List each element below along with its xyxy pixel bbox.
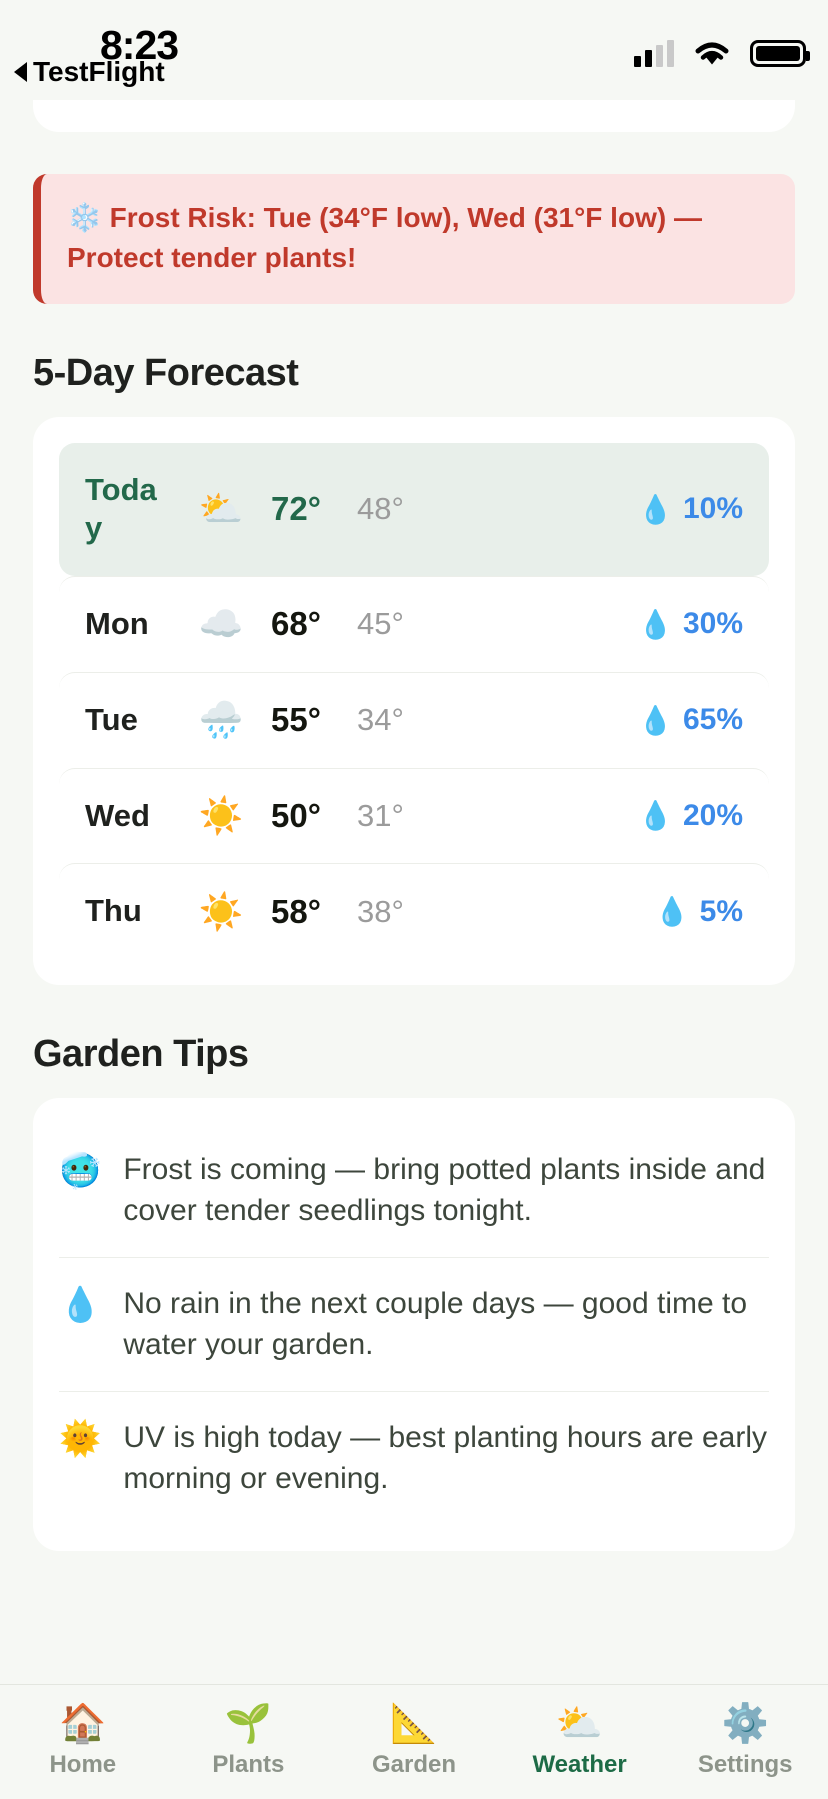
forecast-row-wed[interactable]: Wed ☀️ 50° 31° 💧 20% <box>59 767 769 864</box>
forecast-day-label: Wed <box>85 797 150 833</box>
rain-percent: 30% <box>682 607 743 641</box>
status-bar: 8:23 TestFlight <box>0 0 828 100</box>
water-drop-icon: 💧 <box>59 1286 102 1324</box>
status-bar-time: 8:23 <box>100 22 179 68</box>
tab-label: Garden <box>371 1751 456 1778</box>
forecast-day-label: Tue <box>85 701 138 737</box>
forecast-day-label: Mon <box>85 606 149 641</box>
water-drop-icon: 💧 <box>638 800 673 832</box>
forecast-high-temp: 58° <box>271 892 321 930</box>
tip-text: Frost is coming — bring potted plants in… <box>123 1153 766 1227</box>
sun-icon: ☀️ <box>198 890 244 932</box>
forecast-day-label: Thu <box>85 893 142 929</box>
frost-risk-message: Frost Risk: Tue (34°F low), Wed (31°F lo… <box>67 202 702 273</box>
forecast-row-thu[interactable]: Thu ☀️ 58° 38° 💧 5% <box>59 863 769 959</box>
partially-scrolled-card <box>33 100 795 132</box>
frost-risk-alert-banner: ❄️ Frost Risk: Tue (34°F low), Wed (31°F… <box>33 174 795 304</box>
forecast-high-temp: 68° <box>271 605 321 643</box>
forecast-high-temp: 50° <box>271 796 321 834</box>
forecast-low-temp: 38° <box>357 893 404 929</box>
water-drop-icon: 💧 <box>638 608 673 640</box>
tip-item: 🌞 UV is high today — best planting hours… <box>59 1391 769 1525</box>
status-bar-indicators <box>634 38 810 67</box>
back-arrow-icon <box>14 62 27 82</box>
forecast-rain-chance: 💧 5% <box>655 895 743 929</box>
seedling-icon: 🌱 <box>224 1703 273 1745</box>
garden-tips-heading: Garden Tips <box>33 1033 249 1075</box>
forecast-card: Today ⛅ 72° 48° 💧 10% Mon ☁️ 68° 45° 💧 3… <box>33 416 795 985</box>
water-drop-icon: 💧 <box>654 896 690 928</box>
forecast-low-temp: 48° <box>357 491 404 527</box>
tab-weather[interactable]: ⛅ Weather <box>497 1685 663 1799</box>
tab-label: Weather <box>532 1751 627 1778</box>
rain-percent: 65% <box>682 703 743 737</box>
frost-risk-alert-text: ❄️ Frost Risk: Tue (34°F low), Wed (31°F… <box>67 198 769 278</box>
rain-percent: 10% <box>682 492 743 526</box>
tab-label: Plants <box>212 1751 285 1778</box>
back-to-testflight-button[interactable]: TestFlight <box>14 56 165 88</box>
tab-garden[interactable]: 📐 Garden <box>331 1685 497 1799</box>
forecast-high-temp: 72° <box>271 490 321 528</box>
water-drop-icon: 💧 <box>638 493 673 525</box>
tip-item: 💧 No rain in the next couple days — good… <box>59 1257 769 1391</box>
tab-plants[interactable]: 🌱 Plants <box>166 1685 332 1799</box>
snowflake-icon: ❄️ <box>67 202 102 233</box>
forecast-rain-chance: 💧 30% <box>638 607 743 641</box>
forecast-day-label: Today <box>85 471 157 546</box>
forecast-high-temp: 55° <box>271 701 321 739</box>
rain-cloud-icon: 🌧️ <box>198 699 244 741</box>
tab-label: Settings <box>697 1751 793 1778</box>
tab-home[interactable]: 🏠 Home <box>0 1685 166 1799</box>
back-label: TestFlight <box>33 56 165 87</box>
sun-icon: ☀️ <box>198 794 244 836</box>
sun-behind-cloud-icon: ⛅ <box>555 1703 604 1745</box>
cold-face-icon: 🥶 <box>59 1152 102 1190</box>
forecast-row-tue[interactable]: Tue 🌧️ 55° 34° 💧 65% <box>59 671 769 768</box>
forecast-row-today[interactable]: Today ⛅ 72° 48° 💧 10% <box>59 442 769 576</box>
bottom-tab-bar: 🏠 Home 🌱 Plants 📐 Garden ⛅ Weather ⚙️ Se… <box>0 1684 828 1799</box>
wifi-icon <box>695 42 729 65</box>
garden-tips-card: 🥶 Frost is coming — bring potted plants … <box>33 1098 795 1551</box>
triangular-ruler-icon: 📐 <box>390 1703 438 1745</box>
cellular-signal-icon <box>634 40 674 67</box>
forecast-low-temp: 34° <box>357 702 404 738</box>
tip-text: UV is high today — best planting hours a… <box>123 1421 768 1495</box>
battery-icon <box>750 40 810 67</box>
tab-label: Home <box>49 1751 117 1778</box>
forecast-rain-chance: 💧 20% <box>638 799 743 833</box>
sun-with-face-icon: 🌞 <box>59 1420 102 1458</box>
scroll-content[interactable]: ❄️ Frost Risk: Tue (34°F low), Wed (31°F… <box>0 100 828 1684</box>
rain-percent: 5% <box>699 894 743 928</box>
forecast-heading: 5-Day Forecast <box>33 351 299 394</box>
cloud-icon: ☁️ <box>198 603 244 645</box>
forecast-row-mon[interactable]: Mon ☁️ 68° 45° 💧 30% <box>59 576 769 672</box>
rain-percent: 20% <box>682 798 743 832</box>
forecast-low-temp: 45° <box>357 606 404 642</box>
tip-text: No rain in the next couple days — good t… <box>123 1287 748 1361</box>
tip-item: 🥶 Frost is coming — bring potted plants … <box>59 1124 769 1257</box>
gear-icon: ⚙️ <box>721 1703 769 1745</box>
house-icon: 🏠 <box>59 1703 107 1745</box>
forecast-low-temp: 31° <box>357 797 404 833</box>
water-drop-icon: 💧 <box>638 704 673 736</box>
sun-behind-cloud-icon: ⛅ <box>198 488 244 530</box>
forecast-rain-chance: 💧 10% <box>638 492 743 526</box>
tab-settings[interactable]: ⚙️ Settings <box>662 1685 828 1799</box>
forecast-rain-chance: 💧 65% <box>638 703 743 737</box>
